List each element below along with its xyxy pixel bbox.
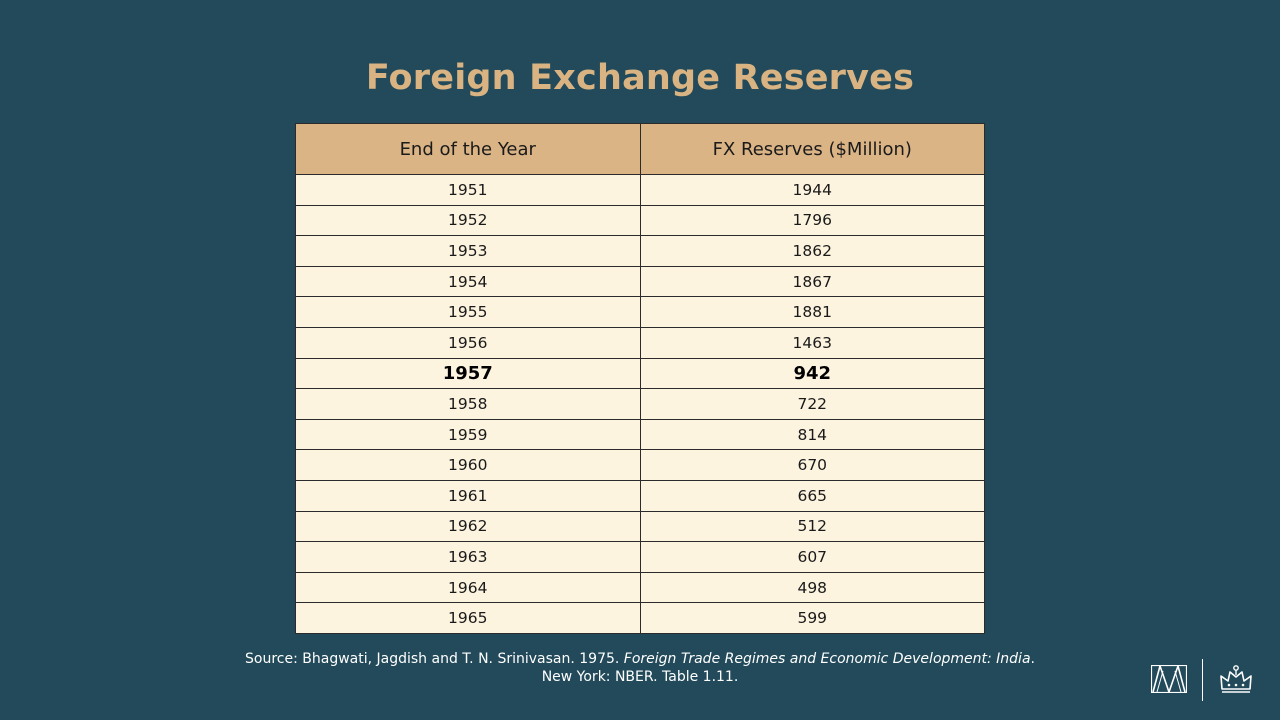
- reserves-cell: 607: [639, 541, 985, 573]
- table-row: 1952 1796: [295, 204, 985, 237]
- fx-reserves-table: End of the Year FX Reserves ($Million) 1…: [295, 123, 985, 634]
- reserves-cell: 814: [639, 418, 985, 451]
- source-suffix: .: [1030, 651, 1035, 667]
- source-book-title: Foreign Trade Regimes and Economic Devel…: [623, 651, 1031, 667]
- reserves-cell: 942: [639, 357, 985, 390]
- table-row: 1951 1944: [295, 174, 985, 206]
- reserves-cell: 1867: [639, 265, 985, 298]
- year-cell: 1957: [295, 357, 641, 390]
- year-cell: 1952: [295, 204, 641, 237]
- slide-title: Foreign Exchange Reserves: [365, 58, 915, 98]
- year-cell: 1954: [295, 265, 641, 298]
- year-cell: 1961: [295, 479, 641, 512]
- table-row: 1961 665: [295, 479, 985, 512]
- year-cell: 1964: [295, 571, 641, 604]
- source-citation: Source: Bhagwati, Jagdish and T. N. Srin…: [0, 650, 1280, 686]
- reserves-cell: 722: [639, 388, 985, 420]
- reserves-cell: 1944: [639, 174, 985, 206]
- reserves-cell: 1881: [639, 296, 985, 328]
- reserves-cell: 512: [639, 510, 985, 543]
- column-header-reserves: FX Reserves ($Million): [639, 123, 985, 175]
- year-cell: 1960: [295, 449, 641, 481]
- table-row: 1965 599: [295, 602, 985, 634]
- columbia-m-logo-icon: [1151, 665, 1187, 693]
- table-row: 1960 670: [295, 449, 985, 481]
- table-row: 1956 1463: [295, 326, 985, 359]
- reserves-cell: 498: [639, 571, 985, 604]
- reserves-cell: 1463: [639, 326, 985, 359]
- reserves-cell: 1796: [639, 204, 985, 237]
- table-row: 1953 1862: [295, 235, 985, 267]
- table-row: 1954 1867: [295, 265, 985, 298]
- year-cell: 1951: [295, 174, 641, 206]
- year-cell: 1965: [295, 602, 641, 634]
- table-row: 1958 722: [295, 388, 985, 420]
- logo-divider: [1202, 659, 1203, 701]
- year-cell: 1962: [295, 510, 641, 543]
- year-cell: 1959: [295, 418, 641, 451]
- reserves-cell: 670: [639, 449, 985, 481]
- year-cell: 1958: [295, 388, 641, 420]
- source-prefix: Source: Bhagwati, Jagdish and T. N. Srin…: [245, 651, 624, 667]
- year-cell: 1956: [295, 326, 641, 359]
- year-cell: 1955: [295, 296, 641, 328]
- table-row: 1964 498: [295, 571, 985, 604]
- table-row: 1957 942: [295, 357, 985, 390]
- table-row: 1963 607: [295, 541, 985, 573]
- source-line-2: New York: NBER. Table 1.11.: [541, 669, 739, 685]
- table-row: 1959 814: [295, 418, 985, 451]
- table-row: 1955 1881: [295, 296, 985, 328]
- table-body: 1951 1944 1952 1796 1953 1862 1954 1867 1955 1881…: [295, 174, 985, 634]
- reserves-cell: 665: [639, 479, 985, 512]
- year-cell: 1953: [295, 235, 641, 267]
- table-row: 1962 512: [295, 510, 985, 543]
- year-cell: 1963: [295, 541, 641, 573]
- columbia-crown-logo-icon: [1220, 665, 1252, 693]
- source-line-1: Source: Bhagwati, Jagdish and T. N. Srin…: [0, 650, 1280, 668]
- table-header-row: End of the Year FX Reserves ($Million): [295, 123, 985, 175]
- reserves-cell: 599: [639, 602, 985, 634]
- reserves-cell: 1862: [639, 235, 985, 267]
- column-header-year: End of the Year: [295, 123, 641, 175]
